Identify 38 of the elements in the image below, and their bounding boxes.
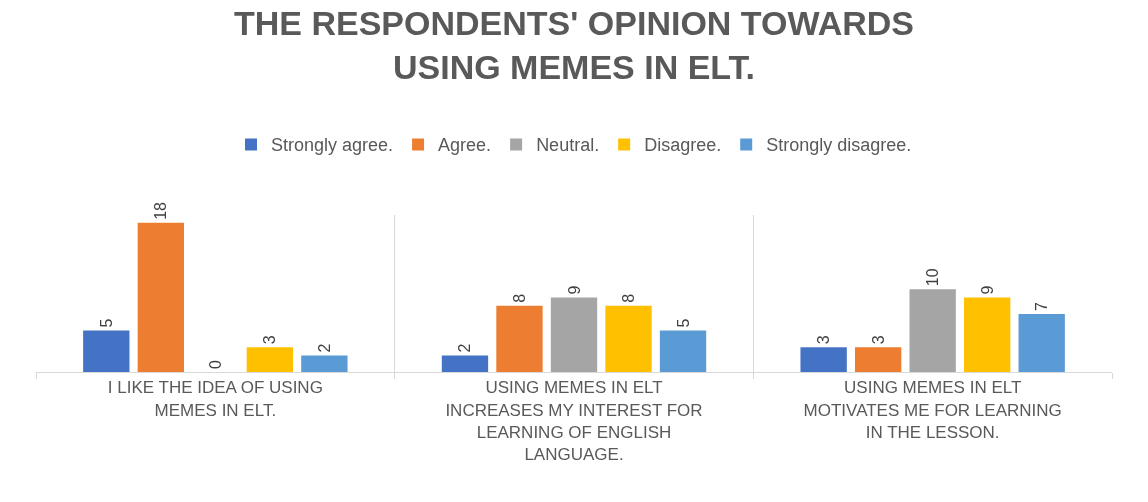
bar: [550, 297, 598, 372]
data-label: 10: [924, 268, 942, 287]
legend-label: Agree.: [438, 135, 492, 156]
bar: [246, 347, 294, 372]
data-label: 2: [456, 343, 474, 353]
data-label: 3: [261, 335, 279, 345]
data-label: 18: [152, 201, 170, 220]
data-label: 5: [97, 318, 115, 328]
data-label: 0: [206, 360, 224, 369]
bar: [83, 330, 130, 372]
data-label: 2: [315, 343, 333, 353]
legend-label: Strongly disagree.: [766, 135, 912, 156]
bar: [496, 305, 543, 372]
legend-label: Strongly agree.: [271, 135, 394, 156]
legend-label: Disagree.: [644, 135, 722, 156]
bar: [854, 347, 902, 372]
bar: [909, 289, 956, 372]
data-label: 8: [510, 293, 528, 303]
x-tick-label: USING MEMES IN ELT MOTIVATES ME FOR LEARNING IN THE LESSON.: [803, 378, 1062, 442]
data-label: 8: [620, 293, 638, 303]
data-label: 9: [978, 285, 996, 295]
legend-label: Neutral.: [536, 135, 600, 156]
bar: [1018, 314, 1065, 372]
data-label: 9: [565, 285, 583, 295]
bar: [964, 297, 1011, 372]
bar: [137, 222, 184, 372]
x-tick-label: USING MEMES IN ELT INCREASES MY INTEREST FOR LEARNING OF ENGLISH LANGUAGE.: [445, 378, 703, 464]
bar: [605, 305, 652, 372]
data-label: 5: [674, 318, 692, 328]
chart-title: THE RESPONDENTS' OPINION TOWARDS USING MEMES IN ELT.: [234, 4, 914, 87]
data-label: 7: [1033, 302, 1051, 311]
data-label: 3: [815, 335, 833, 345]
data-label: 3: [869, 335, 887, 345]
x-tick-label: I LIKE THE IDEA OF USING MEMES IN ELT.: [107, 378, 323, 420]
bar: [301, 355, 348, 372]
bar: [441, 355, 489, 372]
bar: [659, 330, 707, 372]
bar: [800, 347, 847, 372]
